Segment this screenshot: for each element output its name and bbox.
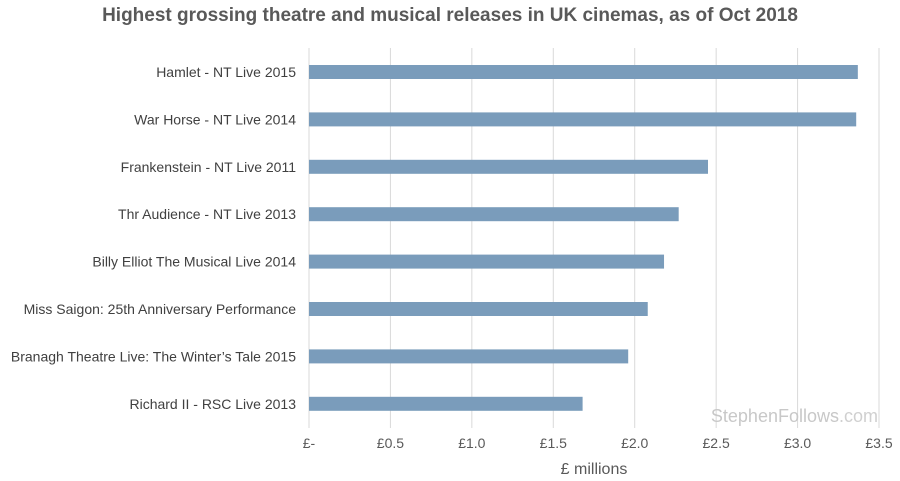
watermark-brand: StephenFollows (710, 406, 839, 426)
bar (309, 349, 629, 364)
chart-title: Highest grossing theatre and musical rel… (102, 5, 798, 26)
category-label: Hamlet - NT Live 2015 (156, 64, 296, 80)
category-labels: Hamlet - NT Live 2015 War Horse - NT Live… (11, 64, 296, 412)
x-tick-label: £1.5 (540, 435, 567, 451)
bar (309, 159, 708, 174)
x-tick-label: £0.5 (377, 435, 404, 451)
category-label: Miss Saigon: 25th Anniversary Performanc… (24, 301, 297, 317)
category-label: Billy Elliot The Musical Live 2014 (92, 254, 296, 270)
x-tick-label: £2.0 (621, 435, 648, 451)
watermark: StephenFollows.com (711, 406, 878, 427)
x-axis-title: £ millions (561, 461, 628, 478)
category-label: Thr Audience - NT Live 2013 (118, 206, 296, 222)
x-tick-label: £- (303, 435, 316, 451)
bars (309, 65, 858, 411)
bar (309, 254, 665, 269)
category-label: Frankenstein - NT Live 2011 (121, 159, 297, 175)
category-label: War Horse - NT Live 2014 (134, 111, 296, 127)
bar (309, 207, 679, 222)
x-tick-label: £3.5 (865, 435, 892, 451)
x-tick-label: £2.5 (703, 435, 730, 451)
category-label: Branagh Theatre Live: The Winter’s Tale … (11, 348, 296, 364)
watermark-suffix: .com (838, 406, 878, 426)
bar (309, 302, 648, 316)
category-label: Richard II - RSC Live 2013 (129, 396, 296, 412)
bar (309, 396, 583, 411)
bar (309, 112, 857, 127)
grid-lines (308, 48, 880, 428)
bar (309, 65, 858, 79)
x-tick-label: £1.0 (458, 435, 485, 451)
x-tick-label: £3.0 (784, 435, 811, 451)
x-tick-labels: £- £0.5 £1.0 £1.5 £2.0 £2.5 £3.0 £3.5 (303, 435, 893, 451)
